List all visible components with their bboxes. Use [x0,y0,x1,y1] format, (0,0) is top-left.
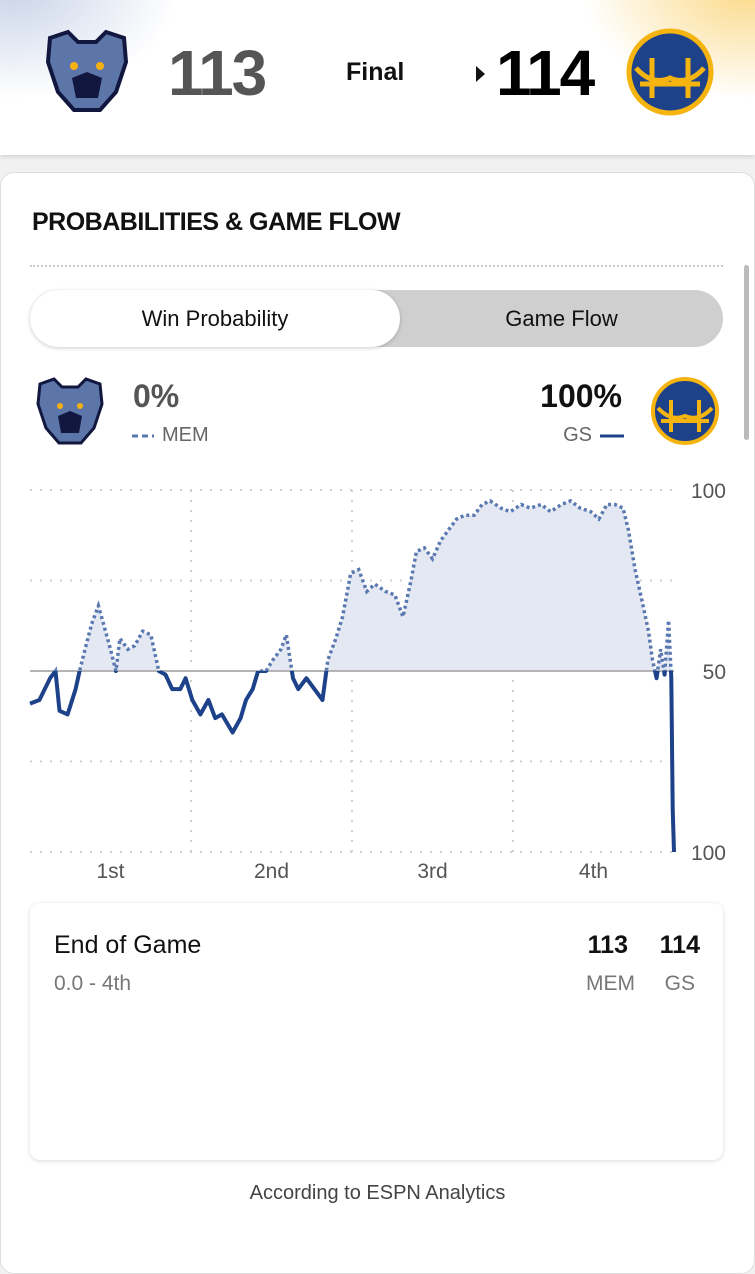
y-tick-label: 100 [691,842,726,865]
away-pct: 0% [133,378,180,414]
win-probability-chart: 100 50 100 1st 2nd 3rd 4th [29,480,726,883]
gs-logo [651,377,719,445]
x-tick-label: 3rd [417,860,447,883]
game-status: Final [346,58,405,86]
home-score: 114 [496,37,595,109]
scrollbar [744,265,749,440]
tab-active[interactable]: Win Probability [30,290,400,347]
home-final: 114 [659,931,700,959]
footer-note: According to ESPN Analytics [249,1182,506,1204]
home-abbr: GS [664,972,695,995]
summary-title: End of Game [54,931,202,959]
x-tick-label: 1st [96,860,124,883]
y-tick-label: 100 [691,480,726,503]
legend-solid [600,434,624,438]
legend-dashed [132,434,154,438]
gs-logo[interactable] [626,28,714,116]
winner-marker [476,66,485,82]
summary-subtitle: 0.0 - 4th [54,972,132,995]
divider [30,265,723,267]
mem-logo [36,377,104,445]
summary-card: End of Game 0.0 - 4th 113 114 MEM GS [30,903,723,1160]
x-tick-label: 4th [579,860,608,883]
y-tick-label: 50 [703,661,726,684]
tab[interactable]: Game Flow [505,306,618,331]
mem-logo[interactable] [42,28,132,114]
away-abbr: MEM [586,972,635,995]
area-fill [30,500,674,671]
away-score: 113 [168,37,267,109]
home-pct: 100% [540,378,622,414]
away-abbr: MEM [162,424,209,446]
scoreboard: 113 Final 114 [0,0,755,155]
home-abbr: GS [563,424,592,446]
section-title: PROBABILITIES & GAME FLOW [32,208,401,236]
x-tick-label: 2nd [254,860,289,883]
away-final: 113 [587,931,628,959]
